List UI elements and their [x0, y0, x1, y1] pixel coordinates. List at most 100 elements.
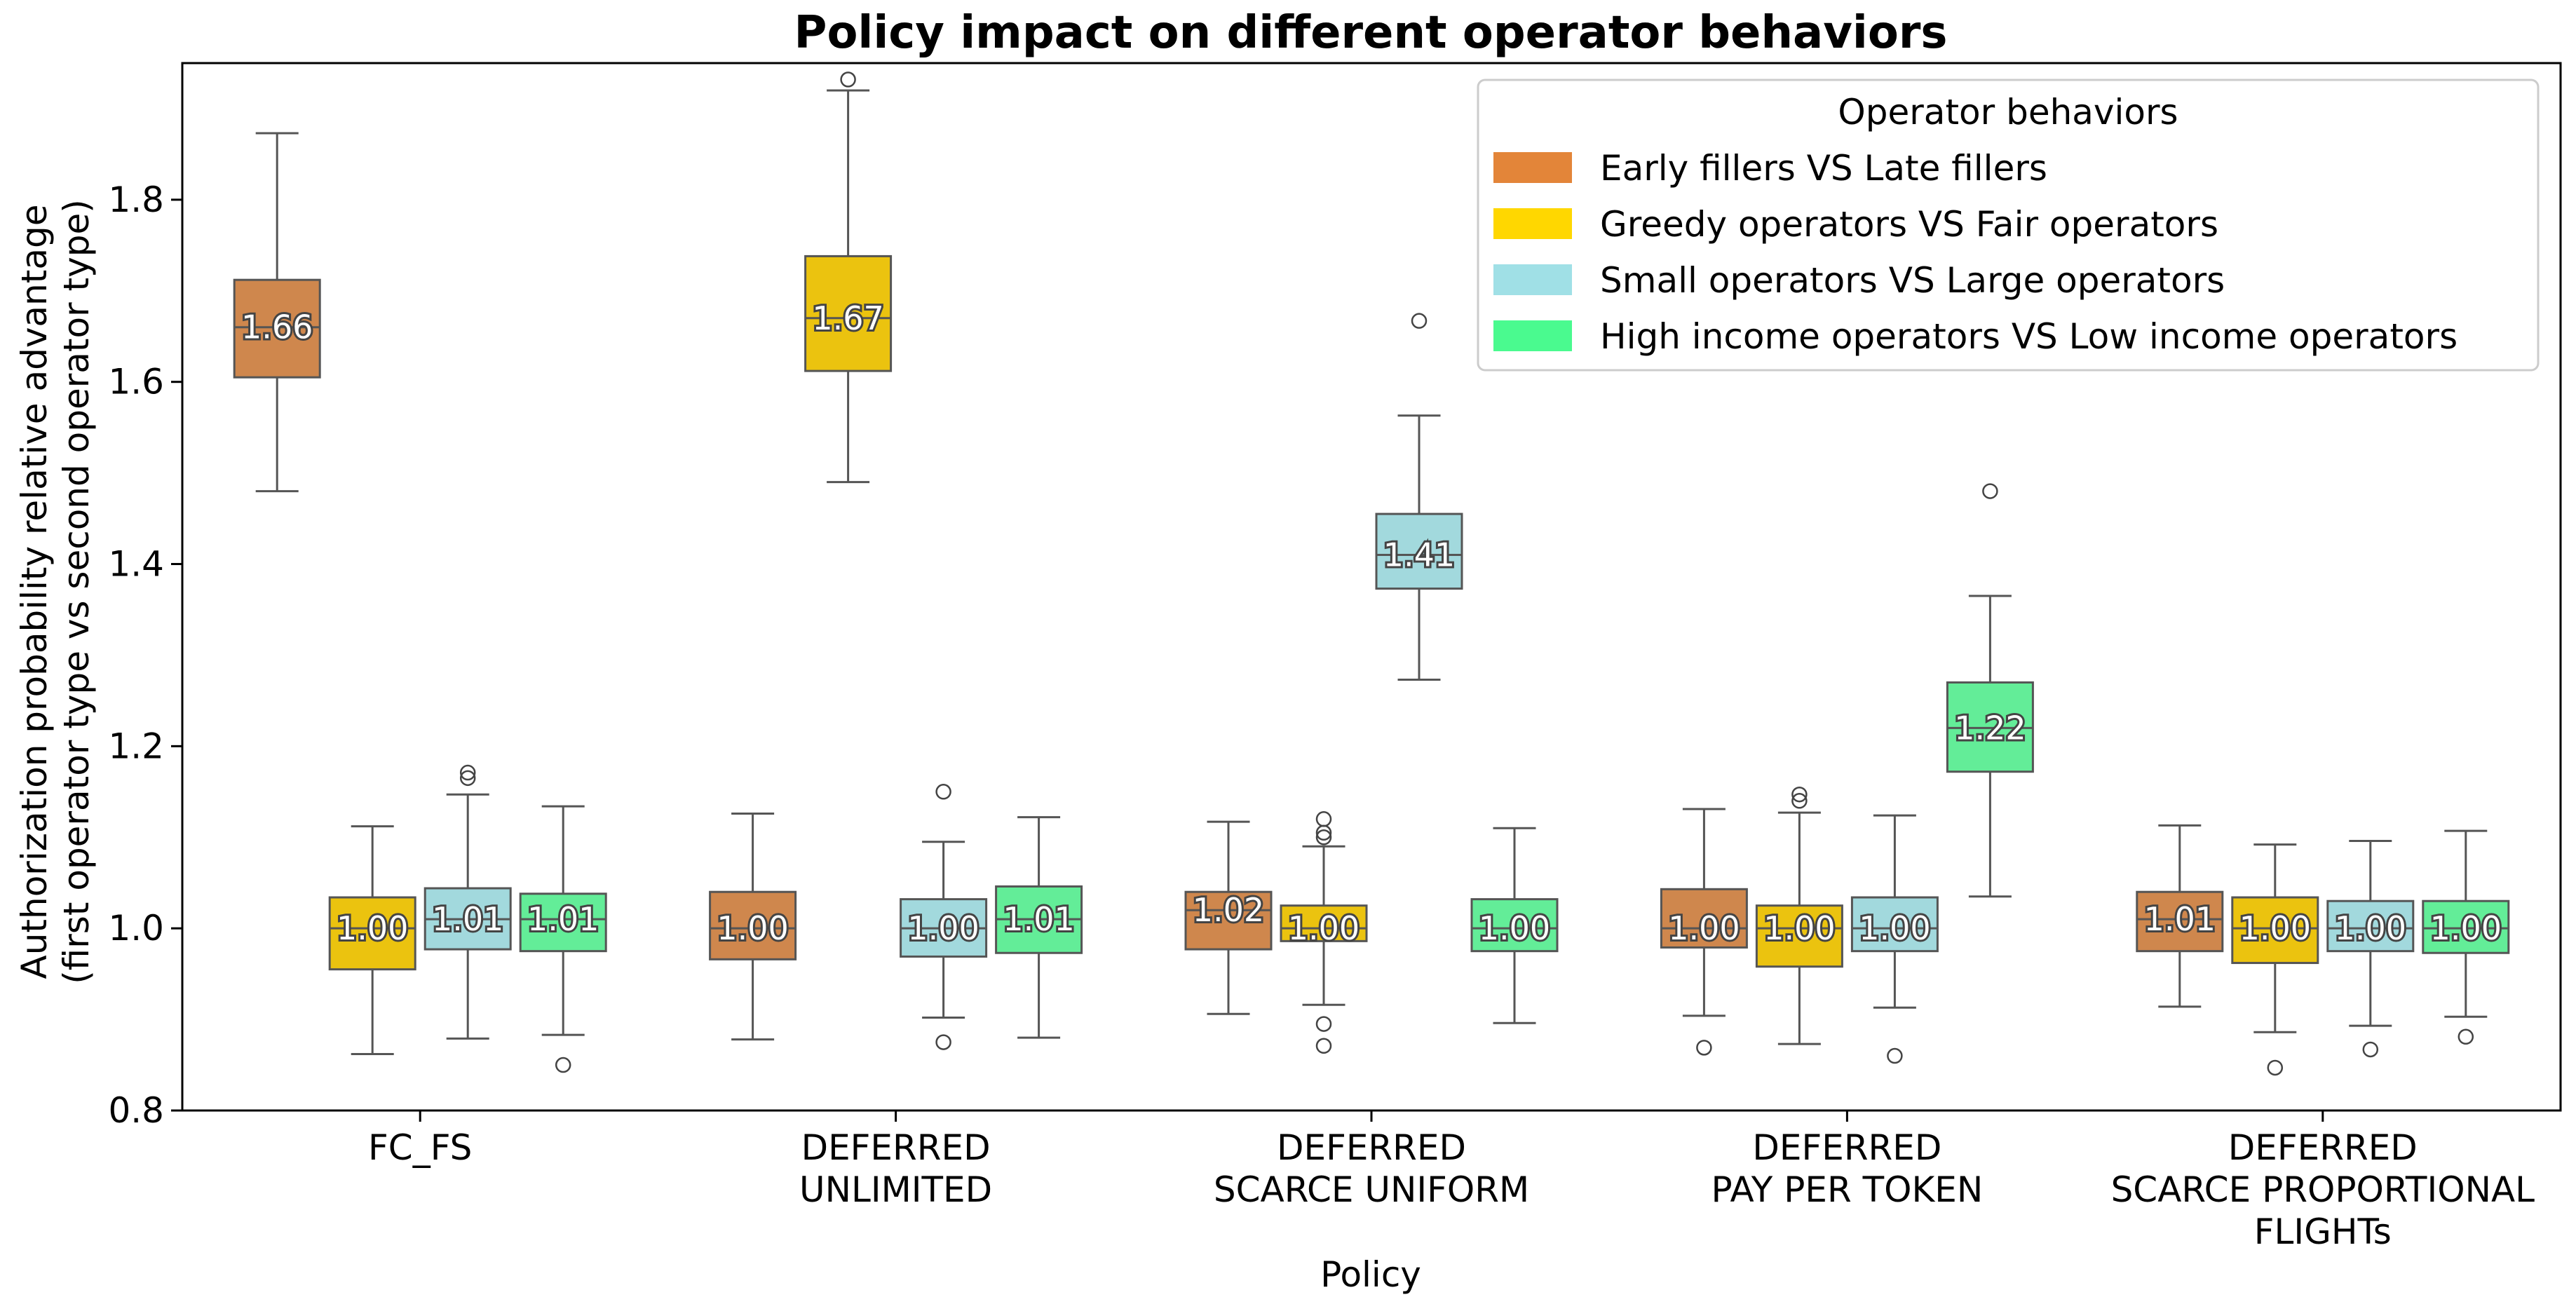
outlier-point — [1315, 829, 1332, 845]
median-value-label: 1.22 — [1954, 709, 2026, 747]
y-tick-label: 1.8 — [108, 179, 164, 220]
box-iqr — [1755, 904, 1843, 968]
median-value-label: 1.41 — [1383, 536, 1455, 574]
x-tick-label: DEFERRED — [2228, 1127, 2418, 1168]
box-0-2: 1.01 — [423, 764, 512, 1040]
median-value-label: 1.01 — [1003, 900, 1074, 938]
outlier-point — [1791, 793, 1808, 809]
box-0-1: 1.00 — [328, 825, 416, 1055]
plot-area: 1.66 1.00 1.01 1.01 1.00 1.67 1.00 1.01 1.02 1.00… — [233, 72, 2510, 1076]
x-tick-label: DEFERRED — [1752, 1127, 1941, 1168]
median-value-label: 1.66 — [241, 308, 313, 346]
box-iqr — [1850, 896, 1939, 953]
box-2-2: 1.41 — [1375, 313, 1463, 681]
y-axis-label-line-2: (first operator type vs second operator … — [56, 199, 97, 984]
box-2-1: 1.00 — [1280, 811, 1368, 1054]
median-value-label: 1.00 — [1288, 909, 1360, 947]
legend-swatch — [1493, 208, 1572, 239]
legend-label: Small operators VS Large operators — [1600, 260, 2225, 301]
outlier-point — [2362, 1041, 2379, 1058]
median-value-label: 1.00 — [337, 909, 408, 947]
median-value-label: 1.00 — [2335, 909, 2406, 947]
box-iqr — [2231, 896, 2319, 965]
outlier-point — [1315, 1016, 1332, 1032]
median-value-label: 1.01 — [432, 900, 503, 938]
box-iqr — [1375, 512, 1463, 590]
box-1-3: 1.01 — [995, 816, 1083, 1039]
y-axis: 0.8 1.0 1.2 1.4 1.6 1.8 — [108, 179, 182, 1131]
x-axis-label: Policy — [1320, 1254, 1421, 1295]
box-4-3: 1.00 — [2422, 829, 2510, 1045]
outlier-point — [1315, 811, 1332, 827]
box-3-0: 1.00 — [1660, 808, 1748, 1056]
x-tick-label: SCARCE UNIFORM — [1214, 1169, 1529, 1210]
chart-title: Policy impact on different operator beha… — [794, 7, 1948, 59]
outlier-point — [1982, 483, 1998, 499]
outlier-point — [555, 1057, 571, 1073]
legend-label: Greedy operators VS Fair operators — [1600, 204, 2218, 245]
y-tick-label: 0.8 — [108, 1090, 164, 1131]
x-tick-label: FC_FS — [368, 1127, 472, 1168]
outlier-point — [1411, 313, 1428, 329]
box-iqr — [2136, 890, 2224, 953]
outlier-point — [2458, 1028, 2474, 1045]
legend-swatch — [1493, 264, 1572, 295]
outlier-point — [2267, 1059, 2284, 1076]
legend: Operator behaviors Early fillers VS Late… — [1477, 79, 2540, 372]
median-value-label: 1.01 — [527, 900, 599, 938]
box-0-0: 1.66 — [233, 132, 321, 493]
box-3-2: 1.00 — [1850, 814, 1939, 1064]
outlier-point — [1791, 786, 1808, 803]
y-axis-label-line-1: Authorization probability relative advan… — [14, 205, 55, 979]
outlier-point — [840, 72, 856, 88]
box-iqr — [709, 890, 797, 960]
box-iqr — [804, 254, 893, 372]
box-1-2: 1.00 — [900, 784, 988, 1050]
legend-swatch — [1493, 320, 1572, 351]
legend-swatch — [1493, 152, 1572, 183]
outlier-point — [459, 770, 476, 787]
box-3-1: 1.00 — [1755, 786, 1843, 1045]
box-iqr — [328, 896, 416, 971]
legend-label: Early fillers VS Late fillers — [1600, 148, 2047, 189]
box-2-3: 1.00 — [1470, 827, 1559, 1024]
box-1-0: 1.00 — [709, 812, 797, 1041]
box-iqr — [1470, 898, 1559, 953]
box-iqr — [233, 278, 321, 379]
outlier-point — [459, 764, 476, 781]
outlier-point — [935, 1034, 951, 1050]
y-tick-label: 1.4 — [108, 544, 164, 585]
x-tick-label: DEFERRED — [801, 1127, 991, 1168]
x-tick-label: PAY PER TOKEN — [1711, 1169, 1984, 1210]
legend-title: Operator behaviors — [1838, 92, 2178, 133]
median-value-label: 1.00 — [1479, 909, 1550, 947]
box-iqr — [1280, 904, 1368, 942]
outlier-point — [1887, 1047, 1903, 1064]
plot-frame — [181, 62, 2562, 1112]
median-value-label: 1.02 — [1193, 891, 1264, 929]
legend-label: High income operators VS Low income oper… — [1600, 316, 2458, 357]
box-iqr — [2422, 899, 2510, 954]
median-value-label: 1.00 — [1859, 909, 1930, 947]
y-axis-label-group: Authorization probability relative advan… — [14, 199, 97, 984]
box-3-3: 1.22 — [1946, 483, 2034, 898]
median-value-label: 1.00 — [1763, 909, 1835, 947]
x-tick-label: DEFERRED — [1277, 1127, 1466, 1168]
y-tick-label: 1.6 — [108, 362, 164, 402]
box-iqr — [1660, 888, 1748, 949]
x-tick-label: SCARCE PROPORTIONAL — [2111, 1169, 2535, 1210]
box-4-1: 1.00 — [2231, 843, 2319, 1076]
box-iqr — [2326, 899, 2415, 953]
median-value-label: 1.00 — [2239, 909, 2311, 947]
y-tick-label: 1.0 — [108, 908, 164, 949]
box-4-2: 1.00 — [2326, 839, 2415, 1058]
outlier-point — [1696, 1040, 1712, 1056]
median-value-label: 1.00 — [2430, 909, 2502, 947]
box-iqr — [1184, 890, 1273, 951]
box-1-1: 1.67 — [804, 72, 893, 484]
outlier-point — [935, 784, 951, 800]
x-tick-label: UNLIMITED — [799, 1169, 992, 1210]
outlier-point — [1315, 1038, 1332, 1054]
legend-box — [1477, 79, 2540, 372]
